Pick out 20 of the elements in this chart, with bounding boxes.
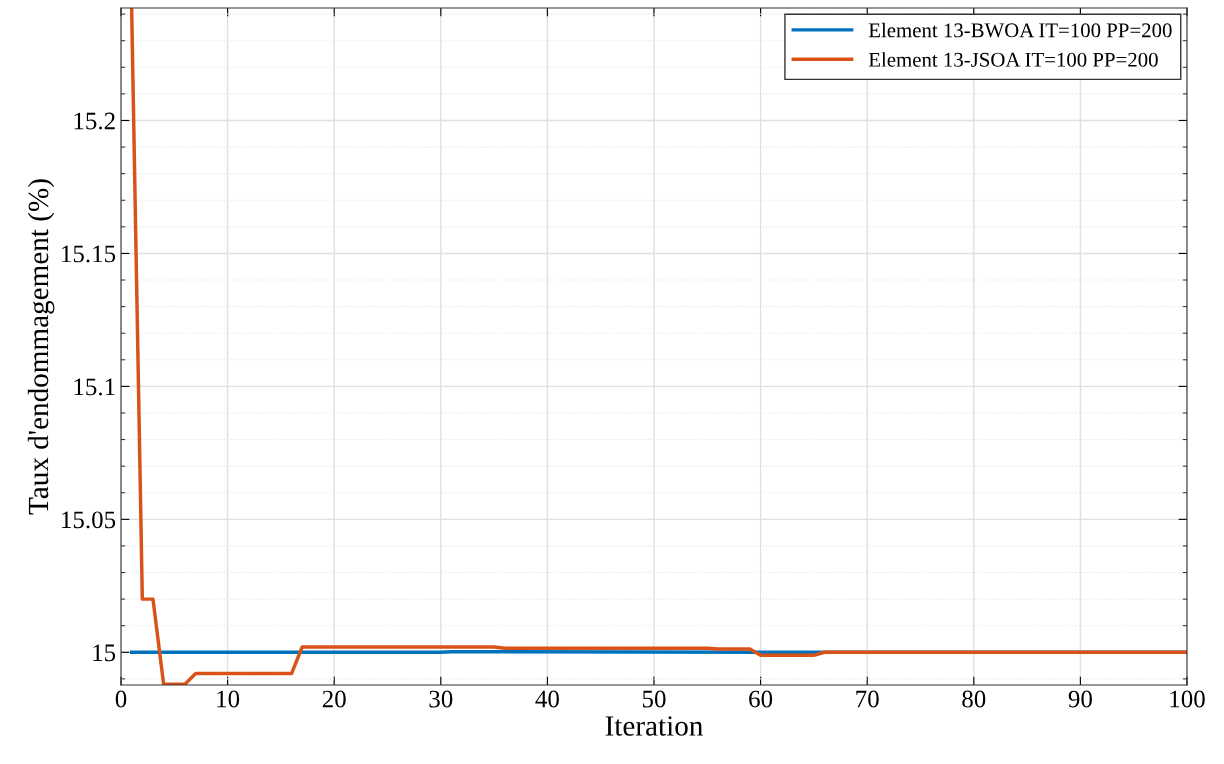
legend-label: Element 13-JSOA IT=100 PP=200 [868, 52, 1158, 67]
y-tick-label: 15.15 [62, 245, 116, 263]
x-tick-label: 40 [535, 690, 559, 708]
y-tick-label: 15.2 [74, 112, 115, 130]
x-tick-label: 0 [115, 690, 127, 708]
x-tick-label: 80 [962, 690, 986, 708]
y-tick-label: 15.05 [62, 511, 116, 529]
y-tick-label: 15 [93, 644, 116, 662]
x-tick-label: 70 [856, 690, 879, 708]
x-tick-label: 30 [429, 690, 453, 708]
x-tick-label: 60 [749, 690, 773, 708]
x-tick-label: 10 [217, 690, 240, 708]
legend-label: Element 13-BWOA IT=100 PP=200 [868, 22, 1172, 38]
x-tick-label: 100 [1170, 690, 1205, 708]
x-tick-label: 90 [1068, 690, 1092, 708]
y-axis-title: Taux d'endommagement (%) [27, 179, 55, 515]
x-tick-label: 50 [642, 690, 666, 708]
y-tick-label: 15.1 [74, 378, 115, 396]
x-tick-label: 20 [322, 690, 346, 708]
x-axis-title: Iteration [605, 716, 703, 736]
